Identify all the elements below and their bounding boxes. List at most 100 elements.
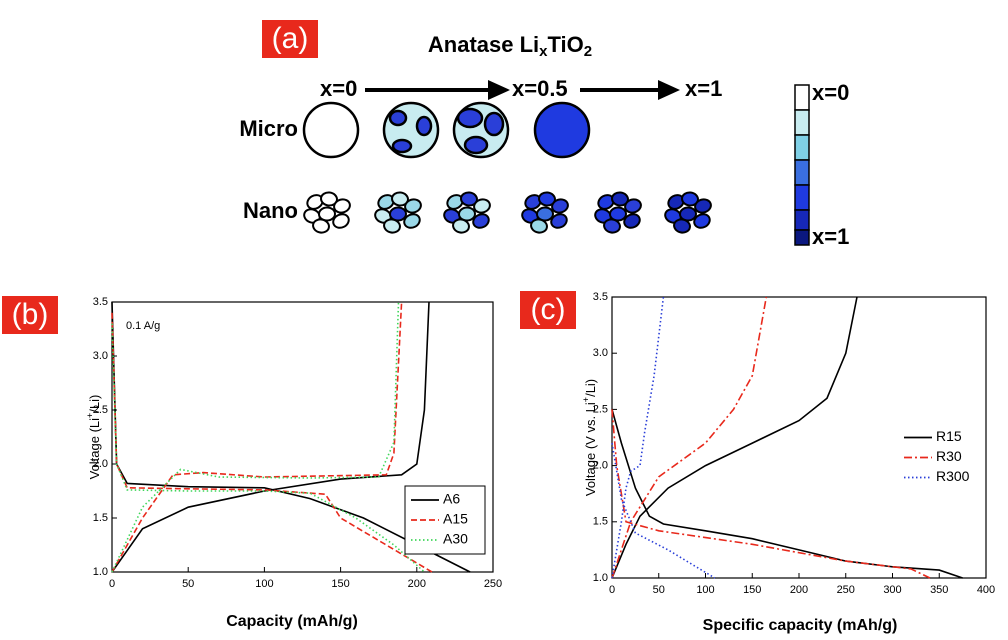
y-tick-label: 1.0 xyxy=(93,566,108,578)
x-tick-label: 0 xyxy=(609,584,615,596)
nanoparticle xyxy=(673,218,691,234)
y-tick-label: 2.5 xyxy=(93,404,108,416)
x-tick-label: 50 xyxy=(653,584,665,596)
x-tick-label: 150 xyxy=(331,578,349,590)
panel-label-box xyxy=(2,296,58,334)
nanoparticle xyxy=(551,198,569,214)
nanoparticle xyxy=(694,198,712,214)
x-tick-label: 250 xyxy=(837,584,855,596)
x-tick-label: 100 xyxy=(255,578,273,590)
x-tick-label: 0 xyxy=(109,578,115,590)
x-tick-label: 200 xyxy=(408,578,426,590)
colorbar-step xyxy=(794,229,810,246)
series-line xyxy=(111,301,433,573)
nanoparticle xyxy=(320,191,338,207)
stage-label: x=0.5 xyxy=(512,76,568,101)
nanoparticle xyxy=(623,213,641,229)
nanoparticle xyxy=(550,213,568,229)
title-part: TiO xyxy=(548,32,584,57)
y-tick-label: 3.0 xyxy=(93,350,108,362)
x-tick-label: 400 xyxy=(977,584,995,596)
colorbar-step xyxy=(794,134,810,161)
domain xyxy=(463,135,489,155)
particle xyxy=(533,101,591,159)
y-tick-label: 2.0 xyxy=(93,458,108,470)
x-tick-label: 350 xyxy=(930,584,948,596)
panel-label: (b) xyxy=(12,298,49,331)
y-axis-label-part: Voltage (Li xyxy=(87,418,102,480)
arrowhead xyxy=(488,80,510,100)
nanoparticle xyxy=(538,191,556,207)
legend-label: R30 xyxy=(936,448,962,464)
y-tick-label: 1.0 xyxy=(593,572,608,584)
nanoparticle xyxy=(332,213,350,229)
nanoparticle xyxy=(473,198,491,214)
series-line xyxy=(611,296,931,579)
nanoparticle xyxy=(452,218,470,234)
nanoparticle xyxy=(611,191,629,207)
domain xyxy=(415,115,433,137)
legend-frame xyxy=(404,485,486,555)
nanoparticle xyxy=(472,213,490,229)
nanoparticle xyxy=(383,218,401,234)
x-tick-label: 150 xyxy=(743,584,761,596)
charts: 0 50 100 150 200 250 1.0 1.5 2.0 2.5 3.0 3.5 A6 A15 A3… xyxy=(2,291,995,634)
domain xyxy=(391,138,413,154)
nanoparticle xyxy=(536,206,554,222)
colorbar-label: x=0 xyxy=(812,80,849,105)
nanoparticle xyxy=(693,213,711,229)
nanoparticle xyxy=(312,218,330,234)
y-axis-label-part: + xyxy=(85,413,95,418)
legend-label: A15 xyxy=(443,511,468,527)
title-sub: x xyxy=(539,43,548,60)
series-line xyxy=(111,301,425,573)
y-tick-label: 1.5 xyxy=(593,516,608,528)
colorbar-step xyxy=(794,159,810,186)
nanoparticle xyxy=(391,191,409,207)
y-tick-label: 3.5 xyxy=(93,296,108,308)
annotation: 0.1 A/g xyxy=(126,320,160,332)
domain xyxy=(388,109,408,127)
legend-label: R300 xyxy=(936,468,970,484)
x-axis-label: Specific capacity (mAh/g) xyxy=(703,617,898,634)
legend-label: A6 xyxy=(443,491,460,507)
nanoparticle xyxy=(624,198,642,214)
y-axis-label-part: /Li) xyxy=(583,379,598,397)
title-sub: 2 xyxy=(584,43,592,60)
x-tick-label: 200 xyxy=(790,584,808,596)
y-tick-label: 3.0 xyxy=(593,347,608,359)
domain xyxy=(456,107,484,129)
colorbar-step xyxy=(794,184,810,211)
stage-label: x=1 xyxy=(685,76,722,101)
nanoparticle xyxy=(681,191,699,207)
y-tick-label: 2.0 xyxy=(593,460,608,472)
legend-label: A30 xyxy=(443,531,468,547)
nanoparticle xyxy=(404,198,422,214)
nanoparticle xyxy=(333,198,351,214)
x-tick-label: 300 xyxy=(883,584,901,596)
domain xyxy=(483,111,505,137)
colorbar xyxy=(794,84,810,246)
schematic-title: Anatase LixTiO2 xyxy=(428,32,592,60)
nanoparticle xyxy=(389,206,407,222)
y-tick-label: 2.5 xyxy=(593,403,608,415)
panel-label: (c) xyxy=(531,293,566,326)
nano-particles xyxy=(303,191,712,234)
y-axis-label: Voltage (V vs. Li+/Li) xyxy=(581,379,598,496)
arrowhead xyxy=(658,80,680,100)
panel-label-box xyxy=(262,20,318,58)
y-axis-label-part: Voltage (V vs. Li xyxy=(583,402,598,496)
nanoparticle xyxy=(603,218,621,234)
row-label: Nano xyxy=(243,198,298,223)
series-line xyxy=(611,296,716,579)
nanoparticle xyxy=(530,218,548,234)
panel-label-box xyxy=(520,291,576,329)
y-tick-label: 1.5 xyxy=(93,512,108,524)
nanoparticle xyxy=(679,206,697,222)
x-axis-label: Capacity (mAh/g) xyxy=(226,613,358,630)
nanoparticle xyxy=(460,191,478,207)
colorbar-step xyxy=(794,209,810,231)
nanoparticle xyxy=(403,213,421,229)
legend-label: R15 xyxy=(936,428,962,444)
